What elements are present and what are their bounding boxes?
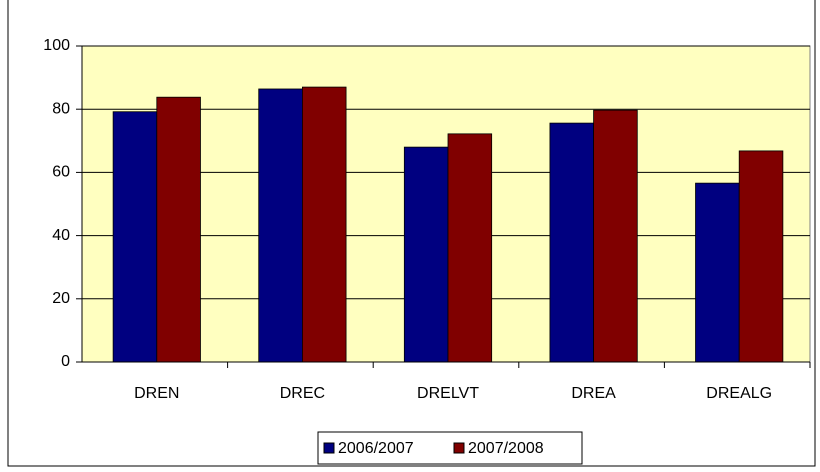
- y-tick-label: 20: [52, 290, 70, 307]
- bar: [549, 122, 594, 363]
- bar: [156, 96, 201, 363]
- x-tick-label: DREN: [134, 385, 179, 402]
- bar: [593, 109, 638, 363]
- x-tick-label: DRELVT: [417, 385, 479, 402]
- bar: [258, 88, 303, 363]
- bar: [403, 146, 449, 363]
- y-tick-label: 80: [52, 100, 70, 117]
- legend-label: 2006/2007: [338, 440, 414, 457]
- y-tick-label: 0: [61, 353, 70, 370]
- x-tick-label: DREALG: [706, 385, 772, 402]
- bar: [695, 182, 740, 363]
- legend-swatch: [453, 442, 465, 454]
- x-tick-label: DREA: [571, 385, 616, 402]
- bar: [447, 133, 493, 363]
- y-tick-label: 100: [43, 37, 70, 54]
- bar: [738, 150, 784, 363]
- bar: [112, 111, 158, 363]
- x-tick-label: DREC: [280, 385, 325, 402]
- y-tick-label: 60: [52, 164, 70, 181]
- legend-box: [317, 431, 583, 465]
- legend-label: 2007/2008: [468, 440, 544, 457]
- legend-swatch: [323, 442, 335, 454]
- y-tick-label: 40: [52, 227, 70, 244]
- bar: [301, 86, 347, 363]
